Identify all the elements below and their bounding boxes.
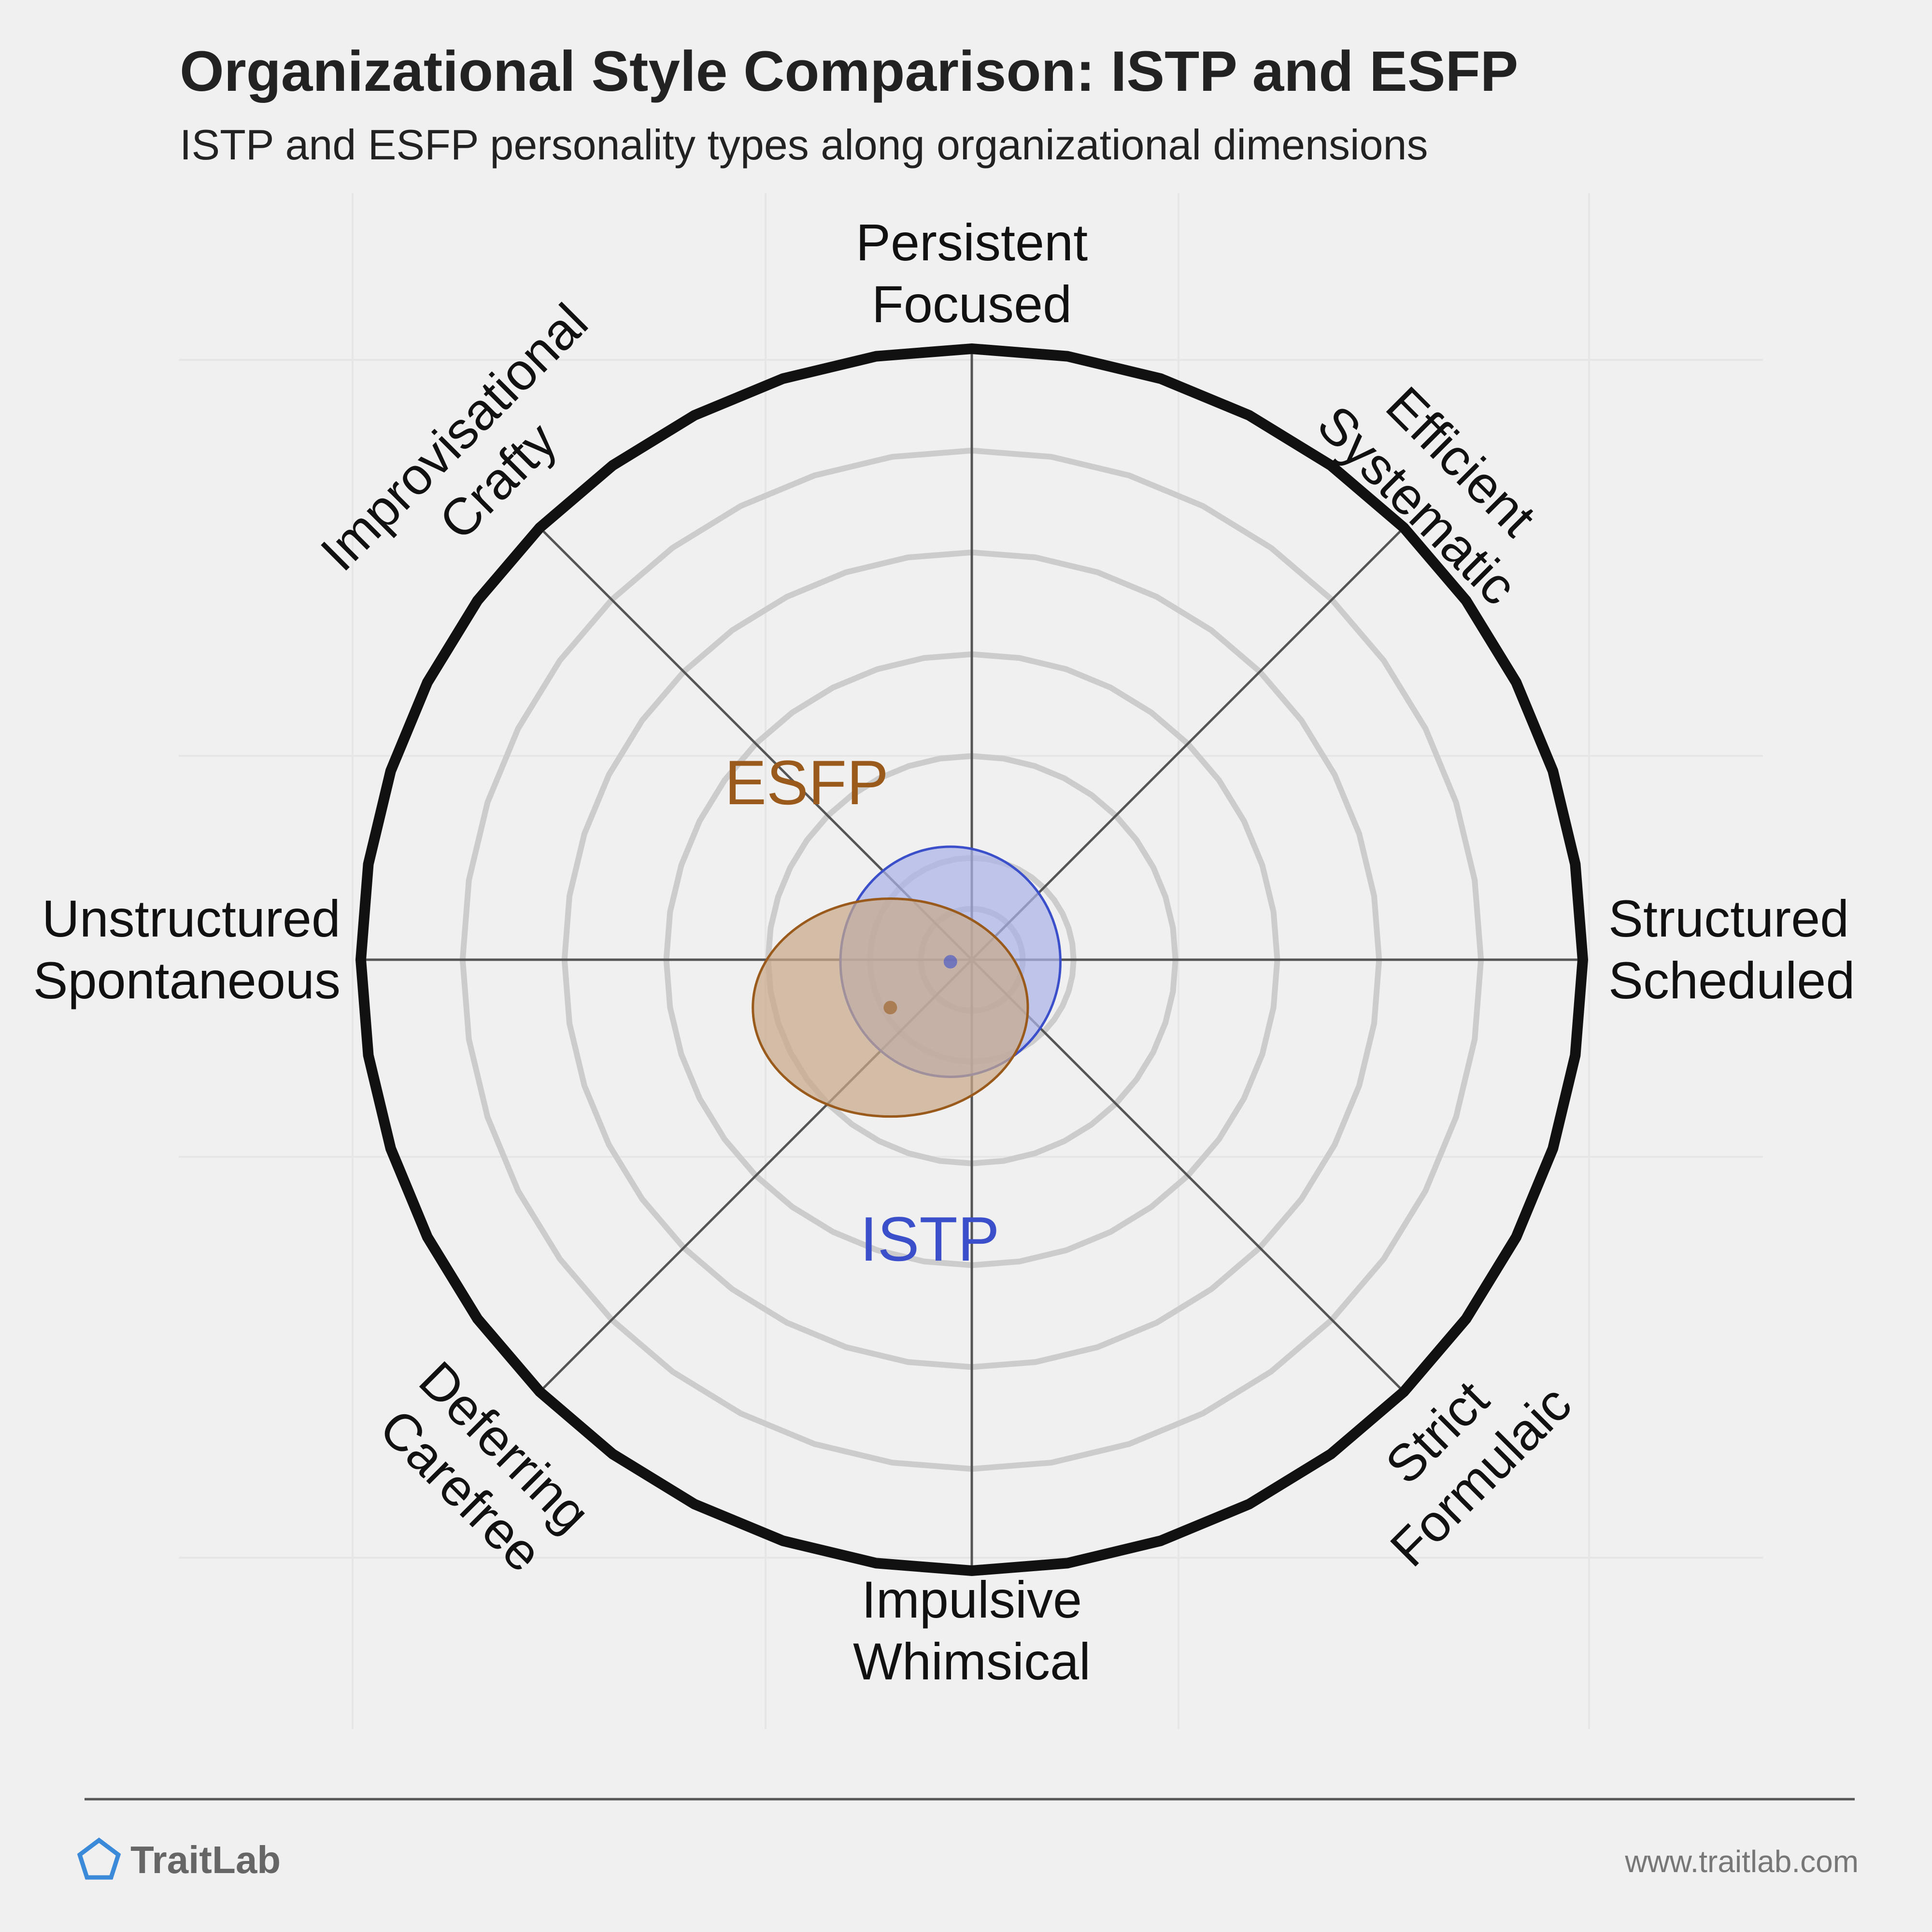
axis-label: Whimsical <box>853 1632 1091 1690</box>
axis-label: Structured <box>1608 889 1849 948</box>
series-center-istp <box>943 955 957 969</box>
series-label-esfp: ESFP <box>724 747 889 818</box>
pentagon-icon <box>77 1837 121 1880</box>
series-center-esfp <box>883 1001 897 1015</box>
axis-label: Impulsive <box>862 1570 1082 1629</box>
radar-spoke <box>971 526 1405 961</box>
axis-label: Persistent <box>856 213 1088 271</box>
series-layer <box>752 845 1062 1118</box>
axis-label: Scheduled <box>1608 951 1855 1009</box>
axis-label: Unstructured <box>42 889 341 948</box>
brand-name: TraitLab <box>130 1838 281 1881</box>
radar-spoke <box>971 959 1405 1393</box>
chart-title: Organizational Style Comparison: ISTP an… <box>180 40 1518 103</box>
chart-subtitle: ISTP and ESFP personality types along or… <box>180 121 1428 169</box>
series-label-istp: ISTP <box>860 1204 1000 1274</box>
outer-ring <box>355 343 1589 1577</box>
axis-label: Focused <box>872 275 1072 333</box>
footer-url[interactable]: www.traitlab.com <box>1624 1844 1859 1879</box>
series-labels: ISTP ESFP <box>724 747 999 1274</box>
axis-label: Spontaneous <box>33 951 341 1009</box>
